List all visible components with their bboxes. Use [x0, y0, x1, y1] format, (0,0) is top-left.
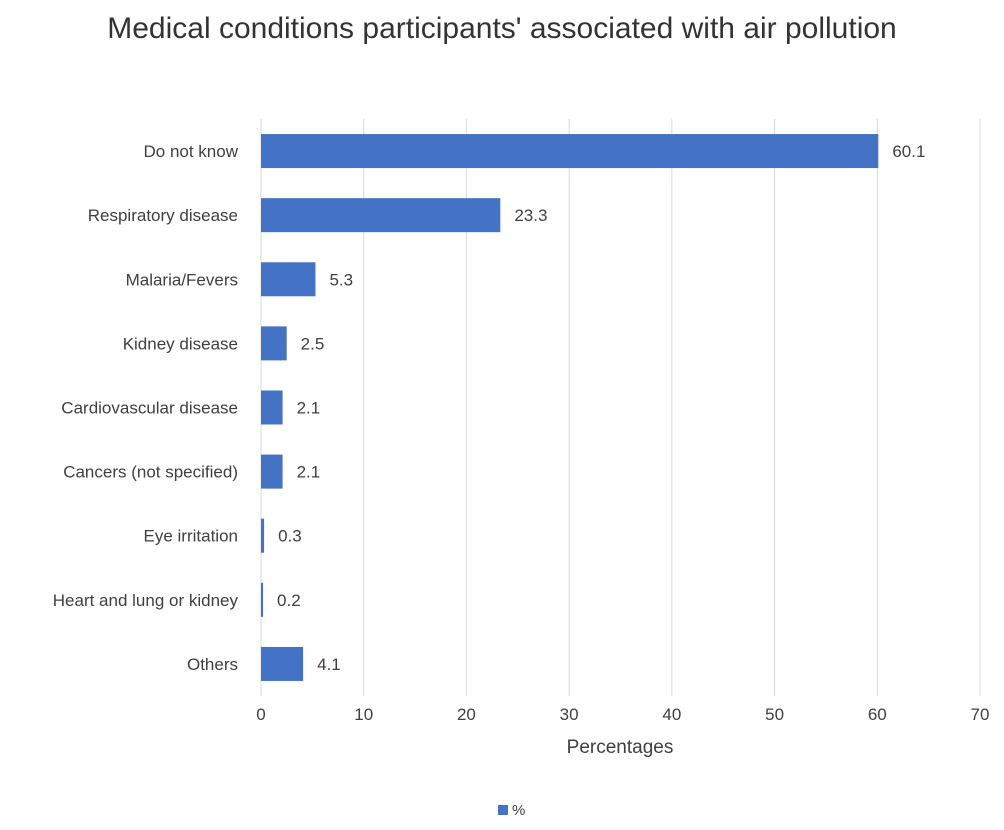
- x-axis-title: Percentages: [567, 737, 674, 758]
- category-labels: Do not know Respiratory disease Malaria/Fe…: [53, 142, 239, 674]
- category-label: Heart and lung or kidney: [53, 591, 239, 610]
- bar: [261, 646, 304, 681]
- data-label: 0.3: [278, 527, 302, 546]
- data-label: 2.5: [301, 334, 325, 353]
- category-label: Others: [187, 655, 238, 674]
- bar: [261, 262, 316, 297]
- chart-title: Medical conditions participants' associa…: [107, 12, 897, 45]
- x-tick-label: 30: [560, 705, 579, 724]
- data-label: 23.3: [514, 206, 547, 225]
- bars: [261, 134, 879, 681]
- category-label: Respiratory disease: [88, 206, 238, 225]
- category-label: Malaria/Fevers: [126, 270, 238, 289]
- category-label: Cancers (not specified): [63, 463, 238, 482]
- legend-label: %: [512, 802, 525, 819]
- x-tick-label: 0: [256, 705, 265, 724]
- legend: %: [498, 802, 525, 819]
- bar: [261, 390, 283, 425]
- bar: [261, 518, 265, 553]
- data-label: 2.1: [297, 463, 321, 482]
- x-tick-label: 50: [765, 705, 784, 724]
- category-label: Kidney disease: [123, 334, 238, 353]
- category-label: Cardiovascular disease: [61, 399, 238, 418]
- x-tick-label: 10: [354, 705, 373, 724]
- data-label: 4.1: [317, 655, 341, 674]
- x-tick-label: 70: [971, 705, 990, 724]
- bar: [261, 582, 264, 617]
- bar: [261, 134, 879, 169]
- bar: [261, 326, 287, 361]
- data-label: 5.3: [329, 270, 353, 289]
- data-label: 2.1: [297, 399, 321, 418]
- bar: [261, 454, 283, 489]
- bar: [261, 198, 501, 233]
- data-labels: 60.1 23.3 5.3 2.5 2.1 2.1 0.3 0.2 4.1: [277, 142, 925, 674]
- x-tick-label: 60: [868, 705, 887, 724]
- category-label: Do not know: [144, 142, 239, 161]
- x-tick-labels: 0 10 20 30 40 50 60 70: [256, 705, 989, 724]
- category-label: Eye irritation: [144, 527, 238, 546]
- x-tick-label: 20: [457, 705, 476, 724]
- data-label: 60.1: [892, 142, 925, 161]
- x-tick-label: 40: [662, 705, 681, 724]
- data-label: 0.2: [277, 591, 301, 610]
- legend-swatch: [498, 805, 508, 815]
